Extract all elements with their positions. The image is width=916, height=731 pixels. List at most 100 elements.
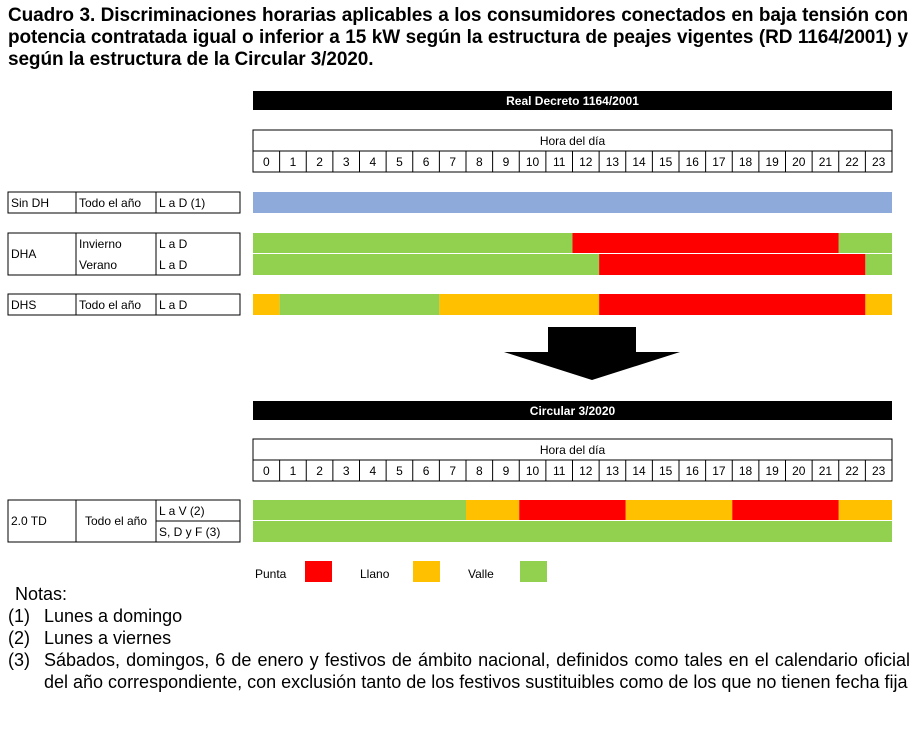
hour-label: 11: [553, 464, 566, 478]
legend-swatch-llano: [413, 561, 440, 582]
hour-label: 10: [526, 155, 540, 169]
hour-label: 12: [579, 464, 593, 478]
hour-label: 8: [476, 155, 483, 169]
hour-label: 0: [263, 464, 270, 478]
hour-label: 14: [632, 155, 646, 169]
hour-label: 21: [819, 464, 833, 478]
tariff-name: DHS: [11, 298, 36, 312]
tariff-name: Sin DH: [11, 196, 49, 210]
period-segment-llano: [466, 500, 520, 520]
period-segment-valle: [838, 233, 892, 253]
hour-label: 5: [396, 155, 403, 169]
hour-label: 7: [449, 464, 456, 478]
hour-label: 13: [606, 464, 620, 478]
hour-label: 3: [343, 155, 350, 169]
hour-label: 20: [792, 464, 806, 478]
hour-label: 19: [766, 464, 780, 478]
period-segment-valle: [865, 254, 892, 275]
hour-label: 9: [503, 155, 510, 169]
season-label: Invierno: [79, 237, 122, 251]
hour-label: 17: [712, 464, 726, 478]
notes-heading: Notas:: [15, 584, 68, 604]
season-label: Todo el año: [79, 196, 141, 210]
hour-label: 11: [553, 155, 566, 169]
label-box-sin-dh: [7, 191, 241, 214]
hour-label: 13: [606, 155, 620, 169]
period-segment-valle: [253, 254, 600, 275]
period-segment-punta: [572, 233, 839, 253]
hour-label: 10: [526, 464, 540, 478]
hour-label: 18: [739, 155, 753, 169]
hour-table-title: Hora del día: [540, 134, 606, 148]
tariff-name: DHA: [11, 247, 36, 261]
season-label: Todo el año: [85, 514, 147, 528]
period-segment-valle: [253, 500, 466, 520]
hour-label: 4: [369, 464, 376, 478]
legend-label: Punta: [255, 567, 287, 581]
period-segment-punta: [599, 294, 866, 315]
days-label: L a V (2): [159, 504, 205, 518]
note-text: Sábados, domingos, 6 de enero y festivos…: [44, 650, 910, 692]
hour-label: 19: [766, 155, 780, 169]
note-text: Lunes a viernes: [44, 628, 172, 648]
hour-label: 15: [659, 464, 673, 478]
hour-label: 2: [316, 464, 323, 478]
hour-label: 7: [449, 155, 456, 169]
note-text: Lunes a domingo: [44, 606, 183, 626]
hour-label: 5: [396, 464, 403, 478]
legend-label: Valle: [468, 567, 494, 581]
season-label: Verano: [79, 258, 117, 272]
hour-label: 23: [872, 464, 886, 478]
hour-label: 21: [819, 155, 833, 169]
period-segment-llano: [625, 500, 733, 520]
period-segment-punta: [599, 254, 866, 275]
hour-label: 16: [686, 155, 700, 169]
days-label: L a D: [159, 237, 188, 251]
hour-label: 8: [476, 464, 483, 478]
period-segment-llano: [253, 294, 280, 315]
hour-label: 20: [792, 155, 806, 169]
hour-label: 1: [290, 155, 297, 169]
period-segment-llano: [838, 500, 892, 520]
hour-label: 1: [290, 464, 297, 478]
note-item: (2) Lunes a viernes: [8, 627, 910, 649]
legend-label: Llano: [360, 567, 390, 581]
hour-label: 6: [423, 155, 430, 169]
period-segment-llano: [439, 294, 600, 315]
hour-label: 6: [423, 464, 430, 478]
note-number: (2): [8, 628, 30, 648]
days-label: L a D: [159, 258, 188, 272]
hour-label: 12: [579, 155, 593, 169]
note-item: (1) Lunes a domingo: [8, 605, 910, 627]
hour-label: 22: [845, 155, 859, 169]
hour-label: 2: [316, 155, 323, 169]
legend-swatch-punta: [305, 561, 332, 582]
period-segment-valle: [279, 294, 440, 315]
period-segment-punta: [519, 500, 626, 520]
legend-swatch-valle: [520, 561, 547, 582]
period-segment-llano: [865, 294, 892, 315]
hour-label: 3: [343, 464, 350, 478]
notes: Notas: (1) Lunes a domingo (2) Lunes a v…: [8, 583, 910, 693]
hour-label: 0: [263, 155, 270, 169]
note-number: (1): [8, 606, 30, 626]
section-header-label: Circular 3/2020: [530, 404, 616, 418]
hour-table-title: Hora del día: [540, 443, 606, 457]
note-number: (3): [8, 650, 30, 670]
hour-label: 22: [845, 464, 859, 478]
period-segment-valle: [253, 521, 892, 542]
days-label: L a D (1): [159, 196, 205, 210]
hour-label: 17: [712, 155, 726, 169]
label-box-dha: [7, 232, 241, 276]
period-segment-valle: [253, 233, 573, 253]
section-header-bar: [253, 91, 892, 110]
period-segment-sin_dh: [253, 192, 892, 213]
season-label: Todo el año: [79, 298, 141, 312]
hour-label: 18: [739, 464, 753, 478]
days-label: S, D y F (3): [159, 525, 220, 539]
hour-label: 14: [632, 464, 646, 478]
section-header-bar: [253, 401, 892, 420]
hour-label: 4: [369, 155, 376, 169]
days-label: L a D: [159, 298, 188, 312]
